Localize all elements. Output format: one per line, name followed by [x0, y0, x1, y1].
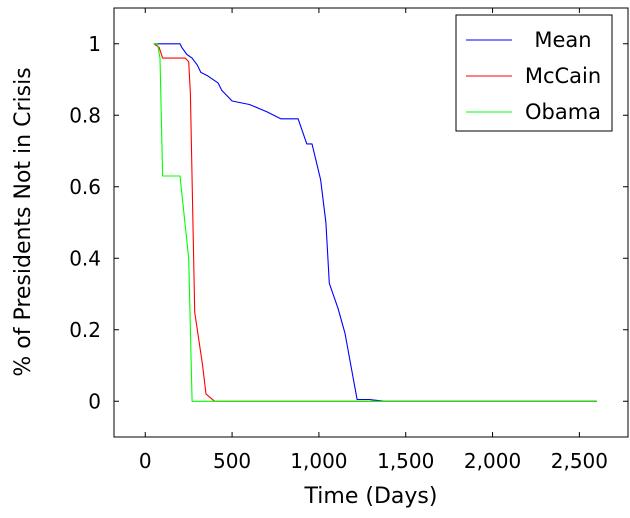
- y-tick-label: 0.2: [69, 318, 101, 342]
- x-tick-label: 1,500: [377, 449, 434, 473]
- y-tick-label: 0.6: [69, 175, 101, 199]
- x-tick-label: 0: [139, 449, 152, 473]
- y-tick-label: 1: [88, 32, 101, 56]
- y-tick-label: 0.4: [69, 246, 101, 270]
- y-tick-label: 0: [88, 389, 101, 413]
- legend-label-obama: Obama: [525, 100, 601, 124]
- series-line-mccain: [153, 43, 597, 402]
- x-axis-ticks: 0 500 1,000 1,500 2,000 2,500: [139, 8, 608, 473]
- x-tick-label: 2,000: [464, 449, 521, 473]
- legend-label-mccain: McCain: [525, 64, 601, 88]
- legend-label-mean: Mean: [534, 28, 591, 52]
- series-lines: [153, 43, 597, 402]
- x-tick-label: 2,500: [551, 449, 608, 473]
- y-tick-label: 0.8: [69, 103, 101, 127]
- series-line-obama: [153, 43, 597, 402]
- plot-frame: [113, 7, 629, 438]
- x-tick-label: 500: [213, 449, 251, 473]
- y-axis-title: % of Presidents Not in Crisis: [11, 67, 36, 376]
- x-axis-title: Time (Days): [304, 484, 438, 509]
- series-line-mean: [153, 43, 597, 402]
- legend: Mean McCain Obama: [455, 14, 613, 132]
- y-axis-ticks: 0 0.2 0.4 0.6 0.8 1: [69, 32, 628, 413]
- x-tick-label: 1,000: [290, 449, 347, 473]
